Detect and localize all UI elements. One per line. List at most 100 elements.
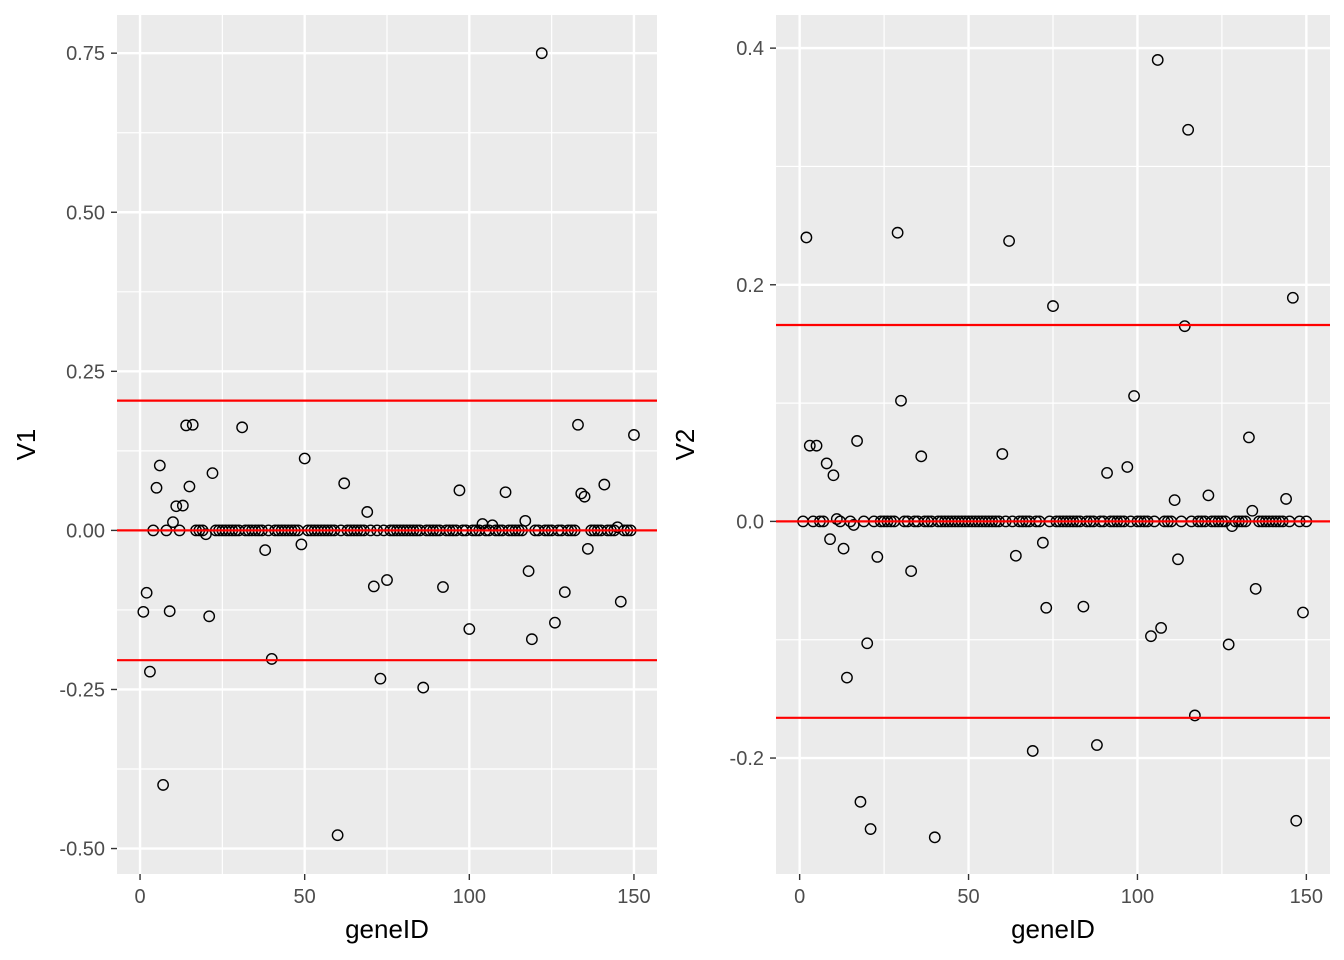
v2-point: [1040, 601, 1053, 614]
v1-point: [367, 580, 380, 593]
v1-point: [203, 610, 216, 623]
v1-point: [614, 595, 627, 608]
v2-x-tick-label: 50: [957, 886, 979, 908]
v1-point: [437, 581, 449, 593]
v2-point: [824, 533, 836, 546]
v1-point: [183, 480, 196, 493]
v1-y-tick-label: 0.50: [66, 202, 105, 224]
v2-point: [1009, 549, 1022, 562]
v2-point: [861, 637, 874, 650]
v2-y-tick-label: -0.2: [730, 748, 764, 770]
v2-x-tick-label: 0: [794, 886, 805, 908]
v1-point: [558, 586, 571, 599]
v1-y-axis-title: V1: [11, 429, 41, 461]
v1-point: [186, 418, 199, 431]
v2-point: [1280, 493, 1292, 505]
scatter-panel-v1: 0 50 100 150 -0.50 -0.25 0.00 0.25 0.50 0.75 geneI…: [11, 15, 657, 944]
v1-point: [522, 565, 535, 578]
v1-point: [140, 586, 153, 599]
v2-point: [1003, 235, 1015, 247]
v2-point: [830, 513, 843, 525]
v2-point: [854, 795, 867, 808]
v2-point: [1172, 553, 1184, 566]
v1-point: [374, 672, 387, 685]
v2-point: [820, 457, 833, 470]
v2-point: [1168, 494, 1181, 507]
v1-point: [331, 829, 344, 842]
v1-x-tick-label: 50: [294, 886, 316, 908]
v2-point: [800, 231, 813, 244]
v2-x-tick-label: 150: [1290, 886, 1323, 908]
v2-point: [1290, 814, 1303, 827]
v1-point: [338, 477, 351, 490]
v1-point: [598, 478, 611, 491]
v2-x-tick-label: 100: [1121, 886, 1154, 908]
v1-point: [176, 499, 189, 512]
v1-point: [575, 487, 588, 500]
v1-point: [163, 605, 176, 618]
v1-point: [295, 538, 308, 551]
v1-point: [628, 429, 640, 441]
v2-point: [1178, 320, 1191, 333]
v1-point: [167, 516, 179, 529]
v2-point: [803, 439, 816, 452]
v1-x-tick-label: 100: [453, 886, 486, 908]
v1-point: [525, 633, 538, 646]
v2-y-axis-title: V2: [670, 429, 700, 461]
v1-point: [453, 484, 466, 497]
v2-point: [864, 823, 877, 835]
v1-y-tick-label: -0.50: [59, 839, 105, 861]
v1-point: [499, 486, 512, 499]
v1-x-tick-label: 0: [134, 886, 145, 908]
v2-point: [1091, 739, 1103, 751]
v2-point: [1047, 300, 1059, 312]
v2-point: [847, 519, 860, 531]
v1-point: [153, 459, 166, 472]
v1-point: [535, 47, 548, 60]
v2-point: [1155, 621, 1167, 634]
v2-point: [1101, 466, 1113, 479]
v2-point: [1188, 709, 1201, 722]
v1-point: [549, 616, 561, 629]
v2-x-axis-title: geneID: [1011, 914, 1095, 944]
v2-point: [810, 439, 823, 452]
v2-point: [851, 435, 863, 447]
v2-point: [928, 831, 941, 844]
v2-y-tick-label: 0.4: [736, 38, 764, 60]
v1-y-tick-label: 0.25: [66, 361, 105, 383]
v2-point: [1286, 291, 1299, 304]
v1-point: [519, 514, 532, 527]
v1-point: [259, 544, 272, 557]
v1-point: [144, 665, 156, 678]
v2-point: [1297, 606, 1309, 619]
v2-point: [871, 551, 884, 563]
v2-point: [996, 448, 1009, 460]
v2-point: [1182, 123, 1195, 136]
v1-point: [150, 481, 163, 494]
v2-point: [837, 542, 850, 555]
v1-point: [236, 421, 249, 434]
v1-point: [206, 467, 219, 480]
v1-point: [200, 528, 212, 541]
v2-point: [1128, 390, 1140, 402]
v1-point: [180, 419, 193, 432]
v2-point: [895, 394, 907, 407]
v1-point: [417, 681, 430, 694]
v2-point: [1145, 630, 1157, 643]
v1-point: [170, 500, 183, 513]
v2-point: [1246, 504, 1259, 517]
v1-point: [298, 452, 311, 465]
v2-point: [1222, 638, 1235, 651]
v1-y-tick-label: 0.00: [66, 520, 105, 542]
v1-x-axis-title: geneID: [345, 914, 429, 944]
v2-point: [1026, 745, 1039, 757]
v2-point: [891, 226, 904, 239]
v2-point: [841, 671, 853, 684]
v1-point: [265, 653, 278, 665]
v1-point: [157, 779, 169, 791]
v1-y-tick-label: -0.25: [59, 679, 105, 701]
v2-point: [1243, 431, 1255, 444]
v2-point: [1249, 582, 1262, 595]
v1-point: [361, 506, 374, 518]
